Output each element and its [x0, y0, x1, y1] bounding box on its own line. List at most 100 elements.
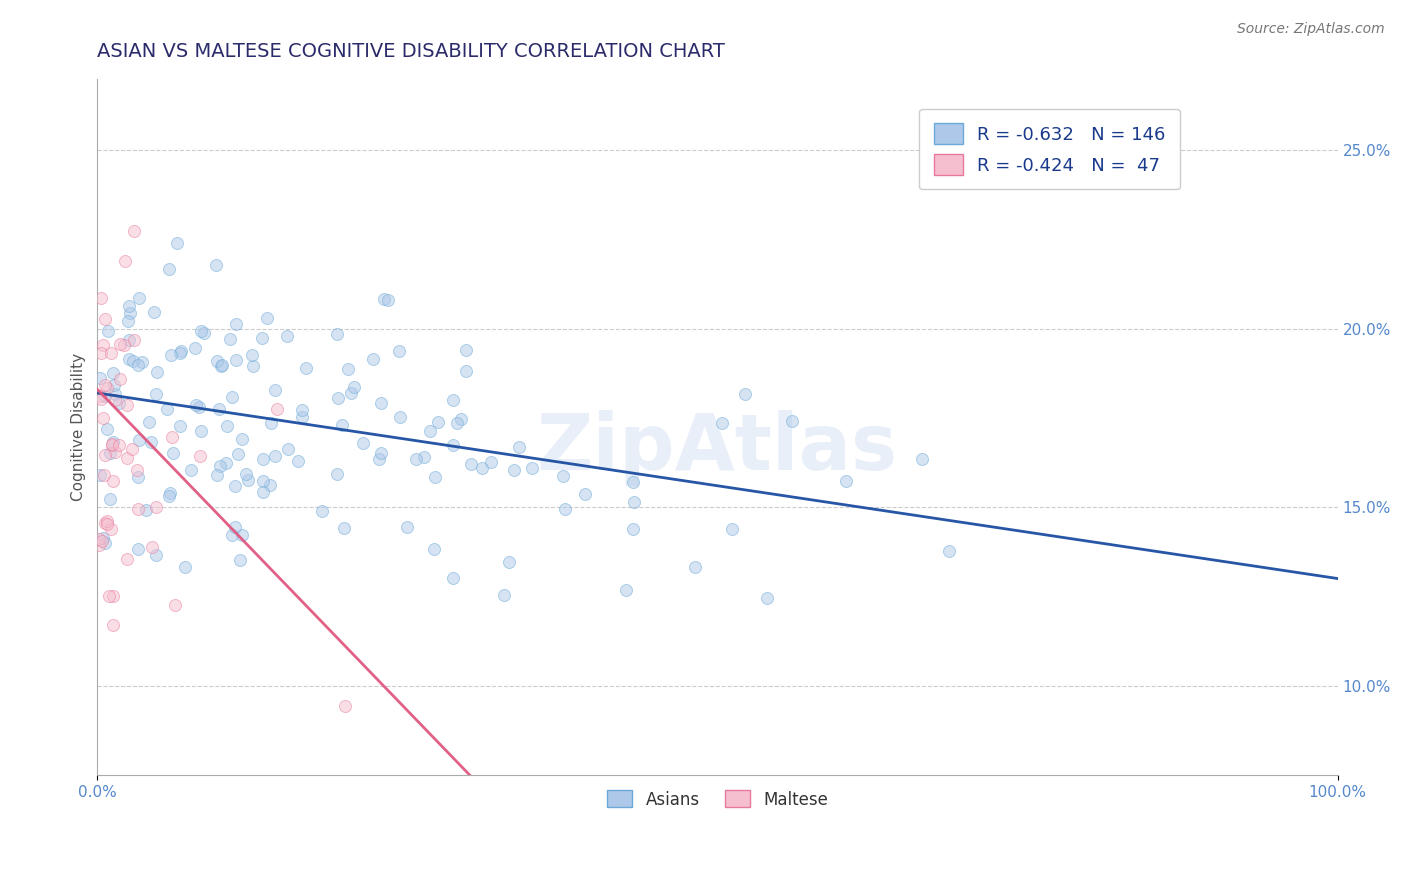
Point — [100, 346, 122, 360]
Point — [141, 540, 163, 554]
Point — [128, 434, 150, 448]
Point — [231, 433, 253, 447]
Point — [224, 479, 246, 493]
Point — [311, 504, 333, 518]
Text: ZipAtlas: ZipAtlas — [537, 409, 898, 486]
Point — [295, 360, 318, 375]
Point — [87, 532, 110, 546]
Point — [221, 390, 243, 404]
Point — [93, 338, 115, 352]
Point — [128, 291, 150, 305]
Point — [122, 354, 145, 368]
Point — [135, 503, 157, 517]
Point — [425, 470, 447, 484]
Point — [938, 544, 960, 558]
Point — [554, 502, 576, 516]
Point — [242, 359, 264, 374]
Point — [96, 422, 118, 436]
Point — [226, 448, 249, 462]
Point — [90, 392, 112, 406]
Point — [219, 332, 242, 346]
Point — [103, 617, 125, 632]
Point — [89, 389, 111, 403]
Point — [520, 461, 543, 475]
Point — [104, 387, 127, 401]
Point — [97, 589, 120, 603]
Point — [101, 589, 124, 603]
Point — [170, 343, 193, 358]
Point — [755, 591, 778, 605]
Point — [450, 412, 472, 426]
Point — [115, 398, 138, 412]
Point — [188, 449, 211, 463]
Point — [215, 456, 238, 470]
Point — [217, 418, 239, 433]
Point — [574, 487, 596, 501]
Point — [252, 452, 274, 467]
Point — [103, 378, 125, 392]
Point — [911, 451, 934, 466]
Point — [291, 409, 314, 424]
Point — [330, 417, 353, 432]
Point — [370, 446, 392, 460]
Point — [122, 333, 145, 347]
Point — [108, 438, 131, 452]
Point — [225, 353, 247, 368]
Y-axis label: Cognitive Disability: Cognitive Disability — [72, 353, 86, 501]
Point — [100, 522, 122, 536]
Point — [205, 468, 228, 483]
Point — [277, 442, 299, 456]
Point — [89, 468, 111, 483]
Point — [551, 469, 574, 483]
Point — [156, 402, 179, 417]
Point — [93, 378, 115, 392]
Point — [711, 416, 734, 430]
Point — [96, 381, 118, 395]
Point — [131, 355, 153, 369]
Point — [340, 385, 363, 400]
Point — [118, 351, 141, 366]
Point — [91, 531, 114, 545]
Point — [377, 293, 399, 307]
Point — [160, 348, 183, 362]
Point — [236, 473, 259, 487]
Point — [240, 348, 263, 362]
Point — [94, 536, 117, 550]
Point — [122, 224, 145, 238]
Point — [224, 520, 246, 534]
Point — [121, 442, 143, 456]
Point — [169, 418, 191, 433]
Point — [834, 475, 856, 489]
Point — [361, 352, 384, 367]
Point — [508, 440, 530, 454]
Point — [100, 437, 122, 451]
Point — [174, 560, 197, 574]
Point — [498, 555, 520, 569]
Point — [256, 311, 278, 326]
Point — [479, 455, 502, 469]
Point — [98, 491, 121, 506]
Point — [208, 458, 231, 473]
Point — [368, 451, 391, 466]
Point — [621, 475, 644, 489]
Point — [352, 436, 374, 450]
Point — [405, 451, 427, 466]
Point — [157, 489, 180, 503]
Point — [162, 446, 184, 460]
Point — [326, 391, 349, 405]
Point — [93, 448, 115, 462]
Point — [419, 424, 441, 438]
Point — [104, 445, 127, 459]
Point — [120, 306, 142, 320]
Point — [225, 318, 247, 332]
Point — [112, 338, 135, 352]
Point — [454, 343, 477, 358]
Point — [373, 292, 395, 306]
Text: Source: ZipAtlas.com: Source: ZipAtlas.com — [1237, 22, 1385, 37]
Point — [108, 372, 131, 386]
Point — [276, 328, 298, 343]
Point — [159, 486, 181, 500]
Point — [183, 341, 205, 355]
Point — [159, 262, 181, 277]
Point — [235, 467, 257, 481]
